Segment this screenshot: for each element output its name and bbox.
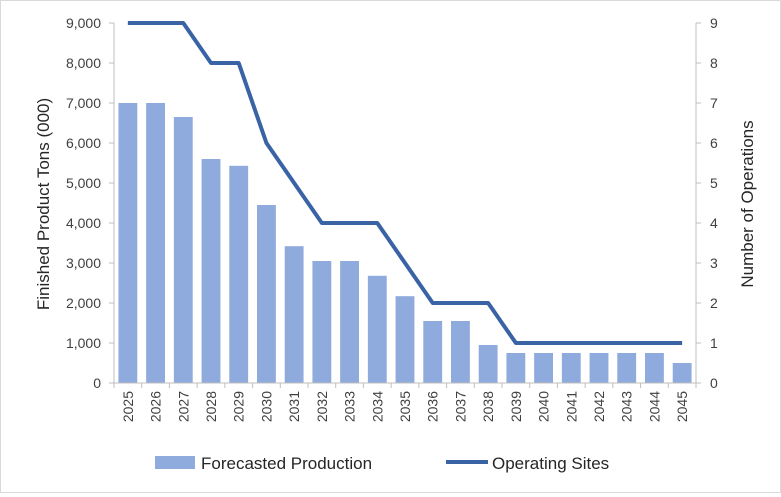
x-tick-label: 2034 — [369, 391, 385, 422]
bar-2031 — [285, 246, 304, 383]
right-tick-label: 4 — [710, 215, 718, 231]
bar-2044 — [645, 353, 664, 383]
left-tick-label: 5,000 — [66, 175, 101, 191]
x-tick-label: 2033 — [342, 391, 358, 422]
x-tick-label: 2029 — [231, 391, 247, 422]
bar-2026 — [146, 103, 165, 383]
x-tick-label: 2038 — [480, 391, 496, 422]
x-tick-label: 2040 — [536, 391, 552, 422]
x-tick-label: 2039 — [508, 391, 524, 422]
legend-item-forecasted-production: Forecasted Production — [201, 454, 372, 473]
bar-2041 — [562, 353, 581, 383]
x-tick-label: 2027 — [175, 391, 191, 422]
bar-2045 — [673, 363, 692, 383]
bar-2042 — [590, 353, 609, 383]
x-tick-label: 2031 — [286, 391, 302, 422]
right-tick-label: 5 — [710, 175, 718, 191]
x-tick-label: 2045 — [674, 391, 690, 422]
bar-2034 — [368, 276, 387, 383]
left-tick-label: 0 — [93, 375, 101, 391]
x-tick-label: 2028 — [203, 391, 219, 422]
x-axis-ticks: 2025 2026 2027 2028 2029 2030 2031 2032 2033 2034… — [114, 383, 696, 422]
x-tick-label: 2032 — [314, 391, 330, 422]
bar-2029 — [229, 166, 248, 383]
bar-2043 — [617, 353, 636, 383]
bar-2033 — [340, 261, 359, 383]
x-tick-label: 2041 — [563, 391, 579, 422]
right-tick-label: 7 — [710, 95, 718, 111]
legend-item-operating-sites: Operating Sites — [492, 454, 609, 473]
left-tick-label: 4,000 — [66, 215, 101, 231]
left-tick-label: 1,000 — [66, 335, 101, 351]
right-axis-title: Number of Operations — [738, 120, 757, 287]
left-tick-label: 3,000 — [66, 255, 101, 271]
right-tick-label: 0 — [710, 375, 718, 391]
x-tick-label: 2036 — [425, 391, 441, 422]
left-axis-title: Finished Product Tons (000) — [34, 98, 53, 310]
right-tick-label: 1 — [710, 335, 718, 351]
bar-2040 — [534, 353, 553, 383]
bar-2038 — [479, 345, 498, 383]
bar-2025 — [118, 103, 137, 383]
left-axis-ticks: 0 1,000 2,000 3,000 4,000 5,000 6,000 7,000 8,00… — [66, 15, 114, 391]
bar-2036 — [423, 321, 442, 383]
x-tick-label: 2026 — [148, 391, 164, 422]
x-tick-label: 2037 — [452, 391, 468, 422]
bar-2028 — [202, 159, 221, 383]
bar-2032 — [312, 261, 331, 383]
left-tick-label: 7,000 — [66, 95, 101, 111]
right-axis-ticks: 0 1 2 3 4 5 6 7 8 9 — [696, 15, 718, 391]
x-tick-label: 2044 — [646, 391, 662, 422]
bar-2039 — [506, 353, 525, 383]
right-tick-label: 2 — [710, 295, 718, 311]
bar-2035 — [396, 296, 415, 383]
legend: Forecasted Production Operating Sites — [155, 454, 609, 473]
right-tick-label: 6 — [710, 135, 718, 151]
right-tick-label: 8 — [710, 55, 718, 71]
bar-2027 — [174, 117, 193, 383]
bar-2037 — [451, 321, 470, 383]
x-tick-label: 2042 — [591, 391, 607, 422]
legend-bar-swatch — [155, 456, 195, 469]
x-tick-label: 2025 — [120, 391, 136, 422]
right-tick-label: 9 — [710, 15, 718, 31]
x-tick-label: 2030 — [258, 391, 274, 422]
left-tick-label: 9,000 — [66, 15, 101, 31]
x-tick-label: 2043 — [619, 391, 635, 422]
bar-2030 — [257, 205, 276, 383]
left-tick-label: 6,000 — [66, 135, 101, 151]
x-tick-label: 2035 — [397, 391, 413, 422]
right-tick-label: 3 — [710, 255, 718, 271]
left-tick-label: 2,000 — [66, 295, 101, 311]
left-tick-label: 8,000 — [66, 55, 101, 71]
